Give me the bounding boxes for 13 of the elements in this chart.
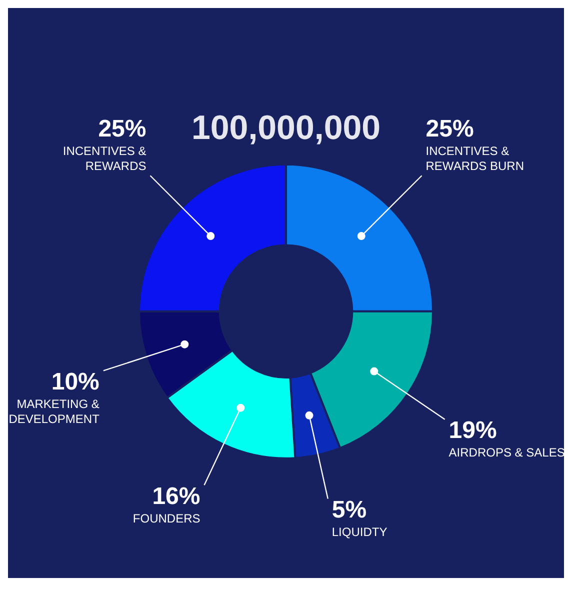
data-label: 19% (448, 416, 497, 444)
data-label: 25% (98, 115, 146, 142)
data-label: 10% (51, 368, 100, 396)
slice-label: LIQUIDTY (332, 525, 388, 540)
data-label: 25% (426, 115, 474, 142)
slice-label: INCENTIVES & REWARDS BURN (426, 144, 524, 173)
data-label: 5% (332, 496, 367, 524)
slice-label: FOUNDERS (132, 511, 200, 526)
slice-label: MARKETING & DEVELOPMENT (8, 397, 100, 426)
chart-title: 100,000,000 (191, 108, 381, 147)
data-label: 16% (152, 482, 200, 510)
slice-label: INCENTIVES & REWARDS (62, 144, 146, 173)
slice-label: AIRDROPS & SALES (448, 446, 565, 460)
